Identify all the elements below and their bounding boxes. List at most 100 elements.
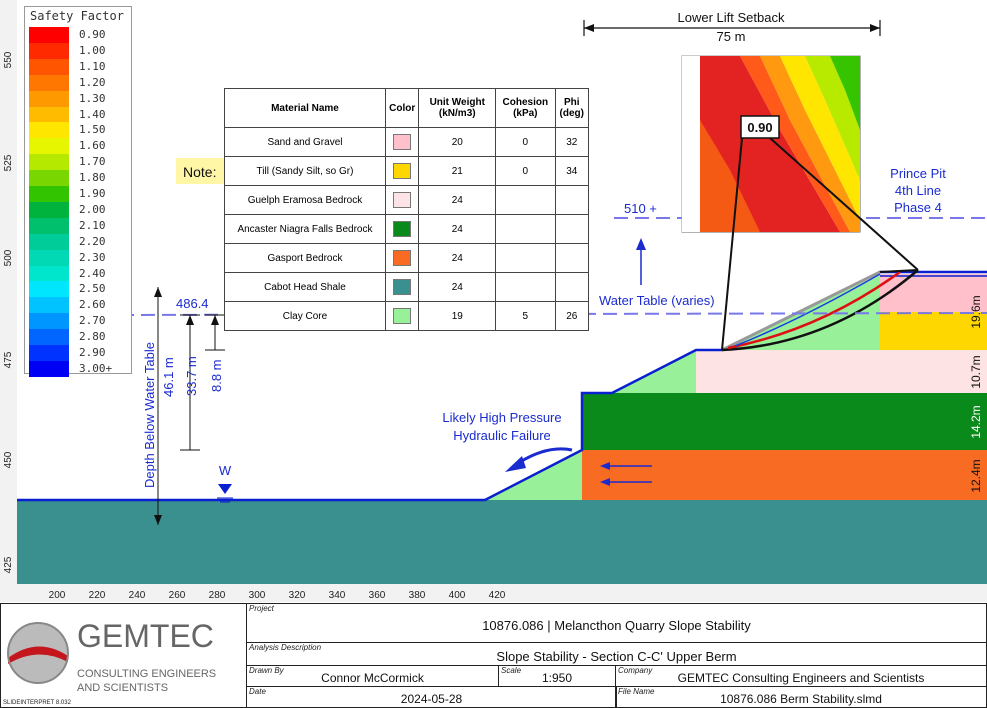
legend-item: 2.10	[29, 217, 129, 234]
color-cell	[384, 243, 420, 273]
legend-item: 0.90	[29, 27, 129, 43]
y-axis-strip	[0, 0, 17, 588]
legend-swatch	[29, 233, 69, 250]
legend-item: 1.70	[29, 154, 129, 171]
phi-cell	[554, 272, 589, 302]
material-name-cell: Sand and Gravel	[224, 127, 386, 157]
legend-title: Safety Factor	[30, 9, 124, 23]
till-layer	[880, 312, 987, 350]
project-value: 10876.086 | Melancthon Quarry Slope Stab…	[482, 618, 751, 633]
unit-weight-cell: 19	[418, 301, 497, 331]
legend-label: 2.50	[79, 282, 106, 296]
material-name-cell: Clay Core	[224, 301, 386, 331]
depth-8-label: 8.8 m	[209, 359, 224, 392]
analysis-value: Slope Stability - Section C-C' Upper Ber…	[496, 649, 737, 664]
legend-swatch	[29, 217, 69, 234]
title-block: GEMTEC CONSULTING ENGINEERS AND SCIENTIS…	[0, 603, 987, 708]
unit-weight-cell: 24	[418, 214, 497, 244]
material-color-swatch	[393, 279, 412, 295]
legend-item: 1.60	[29, 138, 129, 155]
x-tick-label: 340	[329, 590, 346, 601]
unit-weight-cell: 24	[418, 185, 497, 215]
slip-surface-blue	[734, 273, 881, 347]
legend-label: 1.00	[79, 43, 106, 57]
table-row: Cabot Head Shale 24	[224, 272, 589, 302]
x-tick-label: 400	[449, 590, 466, 601]
legend-swatch	[29, 27, 69, 43]
prince-pit-line3: Phase 4	[894, 200, 942, 215]
legend-swatch	[29, 74, 69, 91]
y-tick-label: 450	[3, 451, 14, 468]
x-axis-ticks: 200 220 240 260 280 300 320 340 360 380 400 420	[49, 590, 506, 601]
thickness-19-6: 19.6m	[969, 295, 983, 328]
material-color-swatch	[393, 192, 412, 208]
legend-label: 3.00+	[79, 361, 113, 375]
legend-label: 2.70	[79, 314, 106, 328]
color-cell	[384, 301, 420, 331]
safety-factor-legend: Safety Factor 0.90 1.00 1.10 1.20 1.30 1.40 1.…	[24, 6, 132, 377]
legend-label: 1.90	[79, 187, 106, 200]
setback-value: 75 m	[717, 29, 746, 44]
file-value: 10876.086 Berm Stability.slmd	[720, 692, 882, 706]
date-value: 2024-05-28	[400, 692, 463, 706]
project-cell: Project 10876.086 | Melancthon Quarry Sl…	[246, 603, 987, 643]
cohesion-cell: 0	[495, 127, 556, 157]
prince-pit-line2: 4th Line	[895, 183, 941, 198]
legend-item: 2.90	[29, 345, 129, 361]
date-cell: Date 2024-05-28	[246, 686, 617, 708]
depth-46-label: 46.1 m	[161, 357, 176, 397]
legend-item: 2.60	[29, 297, 129, 314]
software-version: SLIDEINTERPRET 8.032	[3, 700, 71, 706]
legend-swatch	[29, 265, 69, 282]
table-header-row: Material Name Color Unit Weight (kN/m3) …	[224, 88, 589, 128]
legend-swatch	[29, 186, 69, 202]
legend-item: 2.00	[29, 201, 129, 218]
thickness-14-2: 14.2m	[969, 405, 983, 438]
thickness-10-7: 10.7m	[969, 355, 983, 388]
material-name-cell: Till (Sandy Silt, so Gr)	[224, 156, 386, 186]
legend-item: 2.80	[29, 329, 129, 346]
scale-value: 1:950	[541, 671, 573, 685]
cohesion-cell	[495, 272, 556, 302]
y-tick-label: 500	[3, 249, 14, 266]
phi-cell: 32	[554, 127, 589, 157]
depth-33-label: 33.7 m	[184, 356, 199, 396]
legend-item: 2.50	[29, 281, 129, 298]
legend-item: 1.00	[29, 42, 129, 59]
unit-weight-cell: 21	[418, 156, 497, 186]
drawn-by-value: Connor McCormick	[321, 671, 424, 685]
legend-item: 1.80	[29, 170, 129, 187]
phi-cell	[554, 185, 589, 215]
legend-swatch	[29, 313, 69, 330]
water-table-label: Water Table (varies)	[599, 293, 715, 308]
gemtec-logo-icon	[7, 622, 69, 684]
legend-swatch	[29, 42, 69, 59]
logo-cell: GEMTEC CONSULTING ENGINEERS AND SCIENTIS…	[0, 603, 247, 708]
legend-item: 2.20	[29, 233, 129, 250]
color-cell	[384, 156, 420, 186]
color-cell	[384, 272, 420, 302]
legend-swatch	[29, 106, 69, 123]
material-name-cell: Ancaster Niagra Falls Bedrock	[224, 214, 386, 244]
note-label: Note:	[183, 164, 216, 180]
legend-swatch	[29, 329, 69, 346]
table-row: Ancaster Niagra Falls Bedrock 24	[224, 214, 589, 244]
legend-label: 1.80	[79, 171, 106, 185]
setback-title: Lower Lift Setback	[678, 10, 785, 25]
material-color-swatch	[393, 134, 412, 150]
fs-value-box	[740, 115, 780, 139]
legend-label: 1.10	[79, 59, 106, 73]
x-tick-label: 240	[129, 590, 146, 601]
unit-weight-cell: 24	[418, 272, 497, 302]
slip-crest-line	[879, 269, 919, 273]
x-tick-label: 260	[169, 590, 186, 601]
cohesion-cell: 5	[495, 301, 556, 331]
analysis-cell: Analysis Description Slope Stability - S…	[246, 642, 987, 666]
hydraulic-failure-arrow	[519, 447, 573, 464]
phi-cell: 34	[554, 156, 589, 186]
legend-item: 3.00+	[29, 360, 129, 377]
legend-label: 1.20	[79, 75, 106, 89]
safety-factor-grid-inset	[681, 55, 861, 233]
legend-label: 0.90	[79, 28, 106, 41]
logo-subtext-2: AND SCIENTISTS	[77, 682, 169, 694]
